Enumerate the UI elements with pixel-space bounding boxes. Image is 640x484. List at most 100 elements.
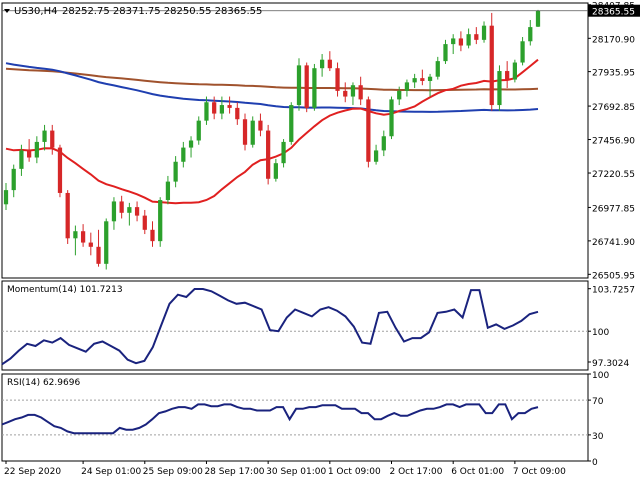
candle-body [119, 201, 124, 213]
candle-body [80, 231, 86, 243]
candle-body [158, 200, 163, 242]
ohlc-readout: 28252.75 28371.75 28250.55 28365.55 [62, 6, 262, 17]
candle-body [73, 231, 78, 239]
price-tick-label: 26505.95 [592, 271, 635, 281]
candle-body [505, 71, 510, 80]
candle-body [319, 59, 325, 69]
candle-body [489, 25, 494, 106]
price-tick-label: 26977.85 [592, 204, 635, 214]
rsi-tick-label: 70 [592, 397, 604, 407]
price-tick-label: 27935.95 [592, 69, 635, 79]
time-tick-label: 2 Oct 17:00 [390, 467, 443, 477]
candle-body [142, 215, 147, 230]
candle-body [212, 102, 217, 114]
candle-body [358, 85, 363, 100]
price-panel: 28407.8528170.9027935.9527692.8527456.90… [2, 2, 640, 281]
candle-body [304, 65, 309, 108]
price-tick-label: 27456.90 [592, 137, 635, 147]
candle-body [289, 105, 294, 142]
rsi-panel-frame [1, 373, 589, 462]
momentum-title: Momentum(14) 101.7213 [7, 285, 123, 295]
candle-body [227, 105, 232, 108]
momentum-panel: 103.7257 100 97.3024 Momentum(14) 101.7213 [1, 285, 635, 369]
candle-body [57, 147, 63, 193]
momentum-tick-label: 97.3024 [592, 359, 629, 369]
candle-body [104, 221, 109, 264]
momentum-panel-frame [1, 280, 589, 371]
chart-symbol: US30,H4 [14, 6, 57, 17]
candle-body [181, 147, 186, 162]
candle-body [404, 82, 410, 91]
candle-body [266, 130, 271, 179]
candle-body [481, 25, 487, 40]
price-tick-label: 27692.85 [592, 103, 635, 113]
current-price-box [588, 4, 640, 17]
rsi-line [1, 403, 539, 435]
momentum-line [1, 288, 539, 366]
candle-body [196, 120, 201, 141]
candle-body [19, 150, 24, 169]
candle-body [397, 90, 402, 100]
rsi-tick-label: 0 [592, 458, 598, 468]
candle-body [150, 229, 155, 242]
candle-body [250, 120, 255, 145]
candle-body [389, 99, 394, 137]
candle-body [296, 65, 302, 106]
candle-body [466, 34, 471, 46]
panel-frames [1, 2, 589, 462]
candle-body [412, 78, 417, 83]
price-tick-label: 26741.90 [592, 238, 635, 248]
candle-body [219, 105, 225, 114]
candle-body [281, 141, 286, 164]
candle-body [258, 120, 263, 131]
rsi-panel: 100 70 30 0 RSI(14) 62.9696 [1, 371, 609, 468]
candle-body [27, 150, 32, 158]
time-tick-label: 7 Oct 09:00 [513, 467, 566, 477]
candle-body [34, 141, 39, 158]
candle-body [312, 68, 317, 108]
candle-body [458, 38, 464, 46]
candle-body [65, 192, 70, 239]
symbol-dropdown-icon[interactable] [4, 9, 10, 13]
candle-body [50, 130, 55, 148]
candle-body [327, 59, 332, 69]
time-tick-label: 6 Oct 01:00 [451, 467, 504, 477]
momentum-tick-label: 100 [592, 328, 609, 338]
candle-body [188, 140, 194, 148]
candle-body [443, 44, 448, 62]
candle-body [381, 136, 386, 151]
candle-body [42, 130, 47, 142]
time-axis: 22 Sep 2020 24 Sep 01:00 25 Sep 09:00 28 Se… [4, 461, 566, 477]
time-tick-label: 24 Sep 01:00 [81, 467, 141, 477]
candle-body [273, 163, 278, 179]
rsi-tick-label: 30 [592, 432, 604, 442]
price-tick-label: 28170.90 [592, 35, 635, 45]
candle-body [3, 190, 9, 205]
time-tick-label: 30 Sep 01:00 [266, 467, 326, 477]
candle-body [127, 207, 132, 213]
time-tick-label: 28 Sep 17:00 [204, 467, 264, 477]
price-tick-label: 27220.55 [592, 170, 635, 180]
candle-body [520, 41, 525, 63]
time-tick-label: 1 Oct 09:00 [328, 467, 381, 477]
moving-average-20-line [5, 58, 539, 205]
candle-body [535, 10, 541, 27]
current-price-label: 28365.55 [592, 8, 635, 18]
candle-body [165, 181, 171, 201]
candle-body [111, 201, 117, 222]
candle-body [343, 90, 348, 97]
time-tick-label: 22 Sep 2020 [4, 467, 61, 477]
price-panel-frame [1, 2, 589, 279]
candle-body [373, 150, 379, 162]
candle-body [11, 168, 16, 191]
candle-body [335, 68, 340, 91]
momentum-tick-label: 103.7257 [592, 286, 635, 296]
candle-body [350, 85, 356, 97]
moving-average-100-line [5, 62, 539, 113]
time-tick-label: 25 Sep 09:00 [143, 467, 203, 477]
candle-body [366, 99, 371, 162]
candle-body [474, 34, 479, 40]
candle-body [173, 161, 178, 182]
